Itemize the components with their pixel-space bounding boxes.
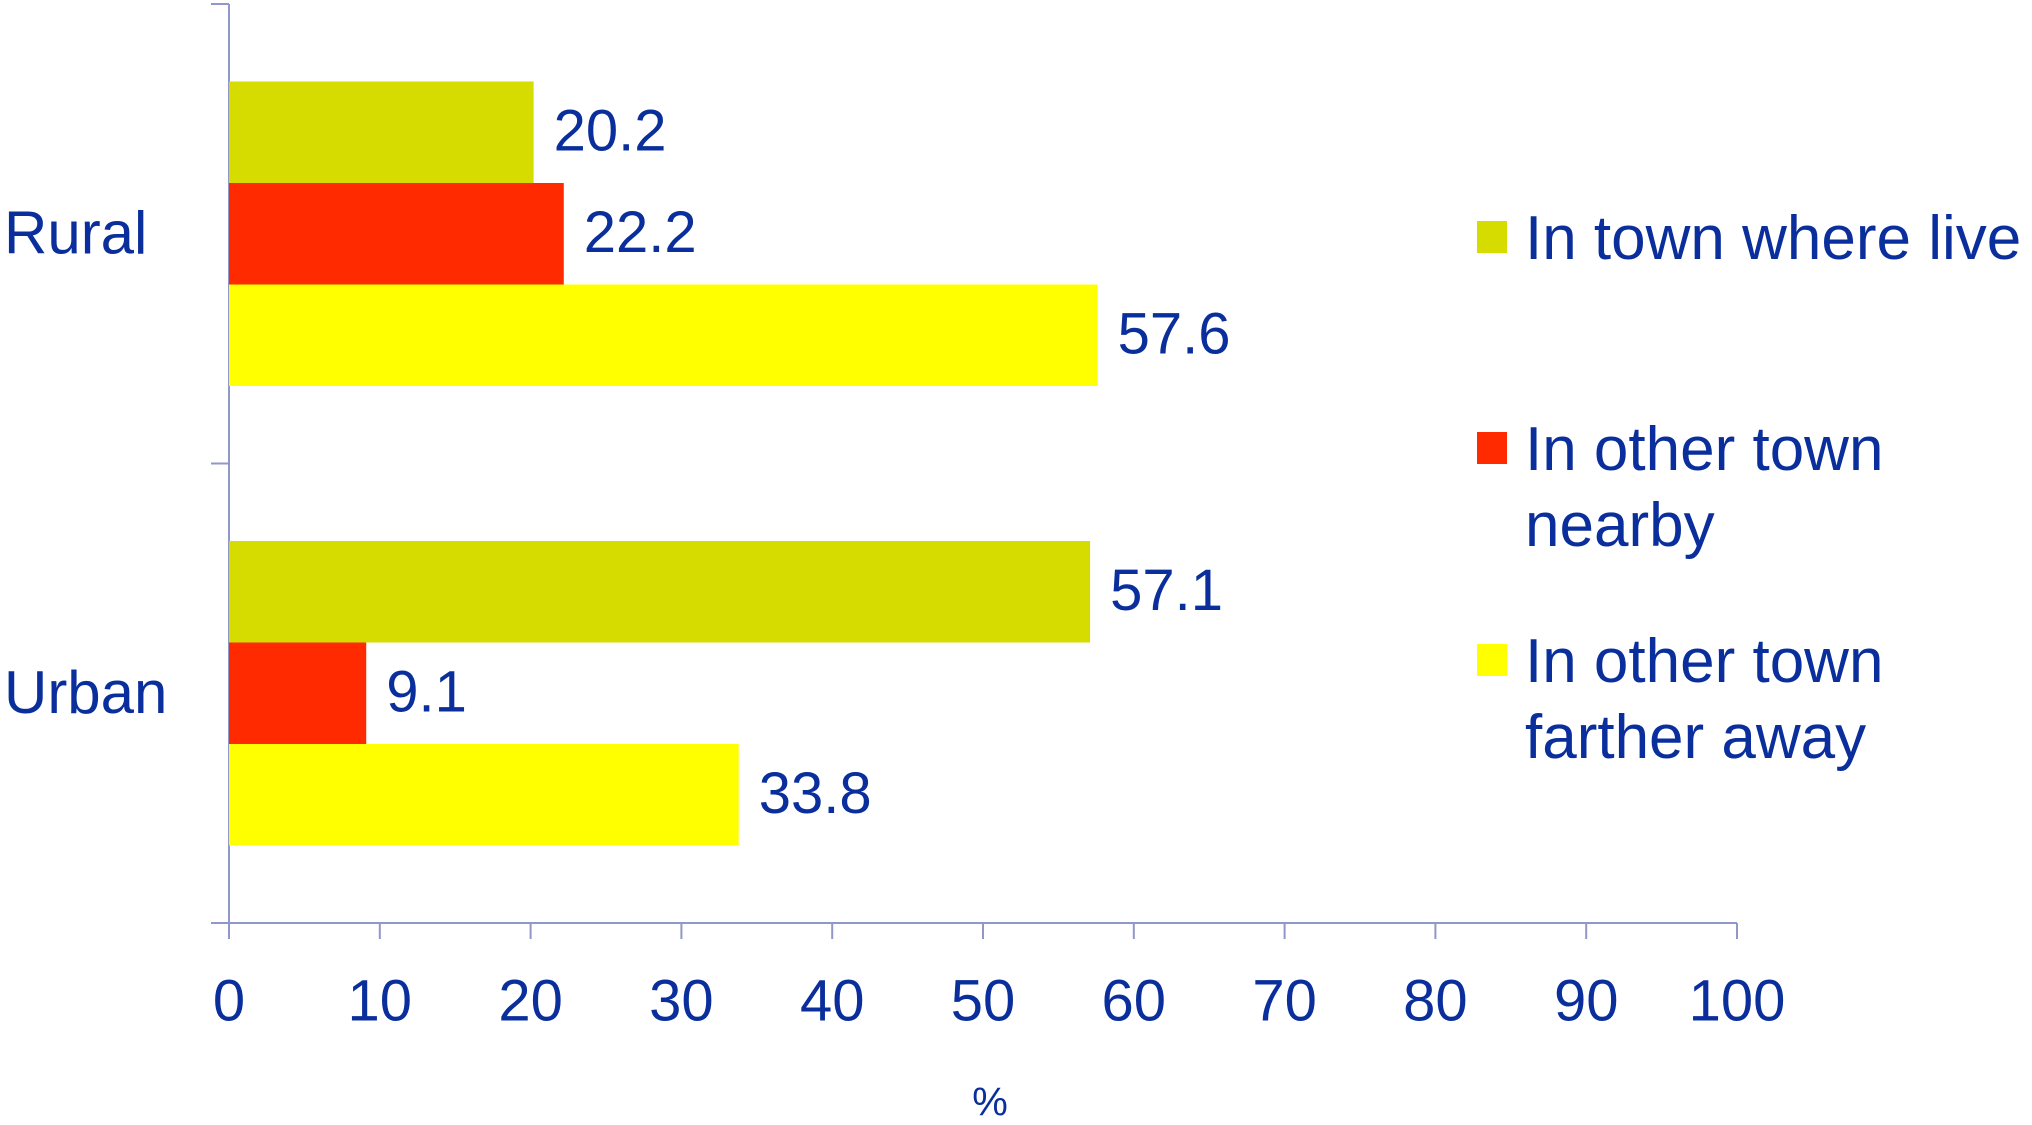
legend-label: In town where live — [1525, 204, 2021, 273]
x-tick-label: 0 — [213, 968, 245, 1033]
bar — [229, 183, 564, 285]
x-tick-label: 30 — [649, 968, 714, 1033]
value-label: 57.6 — [1118, 302, 1231, 367]
x-tick-label: 80 — [1403, 968, 1468, 1033]
x-tick-label: 40 — [800, 968, 865, 1033]
bar — [229, 541, 1091, 643]
value-label: 57.1 — [1110, 558, 1223, 623]
x-tick-label: 20 — [498, 968, 563, 1033]
legend-label: In other town nearby — [1525, 415, 1883, 560]
value-label: 22.2 — [584, 200, 697, 265]
x-tick-label: 70 — [1252, 968, 1317, 1033]
legend-swatch — [1477, 432, 1507, 464]
bar — [229, 642, 367, 744]
y-tick-label: Urban — [4, 659, 167, 726]
x-tick-label: 50 — [951, 968, 1016, 1033]
x-tick-label: 100 — [1689, 968, 1786, 1033]
bar — [229, 284, 1098, 386]
x-tick-label: 90 — [1554, 968, 1619, 1033]
value-label: 33.8 — [759, 761, 872, 826]
legend-label: In other town farther away — [1525, 627, 1883, 772]
bar — [229, 81, 534, 183]
value-label: 9.1 — [386, 660, 467, 725]
x-tick-label: 10 — [348, 968, 413, 1033]
x-axis-label: % — [972, 1081, 1008, 1125]
bar — [229, 744, 739, 846]
legend-swatch — [1477, 644, 1507, 676]
legend-swatch — [1477, 221, 1507, 253]
y-tick-label: Rural — [4, 200, 147, 267]
x-tick-label: 60 — [1102, 968, 1167, 1033]
value-label: 20.2 — [554, 99, 667, 164]
